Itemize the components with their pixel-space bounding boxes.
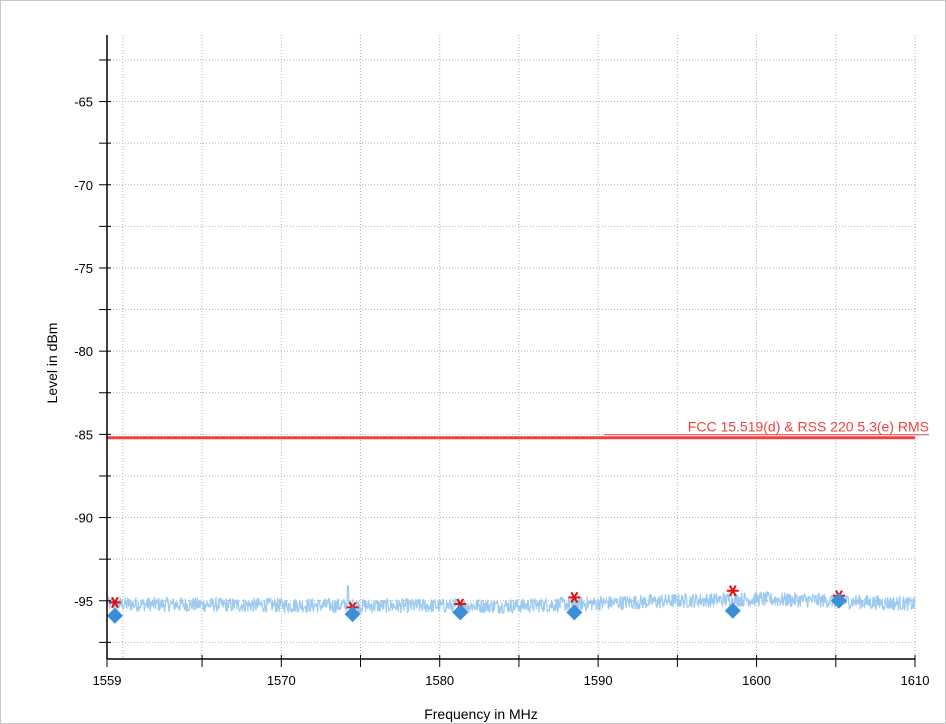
y-tick-label: -65 xyxy=(74,95,93,110)
limit-line-label: FCC 15.519(d) & RSS 220 5.3(e) RMS xyxy=(688,419,929,435)
y-tick-label: -80 xyxy=(74,344,93,359)
tick-labels: -95 -90 -85 -80 -75 -70 -65 1559 1570 1580 1590 160… xyxy=(74,95,929,688)
y-tick-label: -85 xyxy=(74,427,93,442)
y-tick-label: -90 xyxy=(74,511,93,526)
average-marker xyxy=(344,606,361,623)
x-tick-label: 1570 xyxy=(267,673,296,688)
peak-marker-stroke xyxy=(570,591,579,604)
average-marker xyxy=(724,602,741,619)
x-tick-label: 1600 xyxy=(742,673,771,688)
average-marker xyxy=(452,604,469,621)
average-marker xyxy=(830,592,847,609)
average-marker xyxy=(566,604,583,621)
limit-line-group: FCC 15.519(d) & RSS 220 5.3(e) RMS xyxy=(107,419,929,440)
average-marker xyxy=(106,607,123,624)
x-tick-label: 1559 xyxy=(93,673,122,688)
x-tick-label: 1580 xyxy=(425,673,454,688)
peak-marker-stroke xyxy=(111,596,119,609)
y-tick-label: -75 xyxy=(74,261,93,276)
peak-marker-stroke xyxy=(728,585,737,597)
x-axis-label: Frequency in MHz xyxy=(424,706,538,722)
peak-marker xyxy=(108,596,121,609)
x-tick-label: 1590 xyxy=(584,673,613,688)
noise-floor-trace xyxy=(106,585,916,615)
axes xyxy=(99,35,916,667)
y-tick-label: -95 xyxy=(74,594,93,609)
x-tick-label: 1610 xyxy=(901,673,930,688)
noise-trace xyxy=(106,585,916,615)
peak-marker xyxy=(726,585,739,597)
y-tick-label: -70 xyxy=(74,178,93,193)
peak-marker xyxy=(568,591,581,604)
y-axis-label: Level in dBm xyxy=(44,323,60,404)
measurement-markers xyxy=(106,585,847,624)
grid xyxy=(107,35,916,659)
